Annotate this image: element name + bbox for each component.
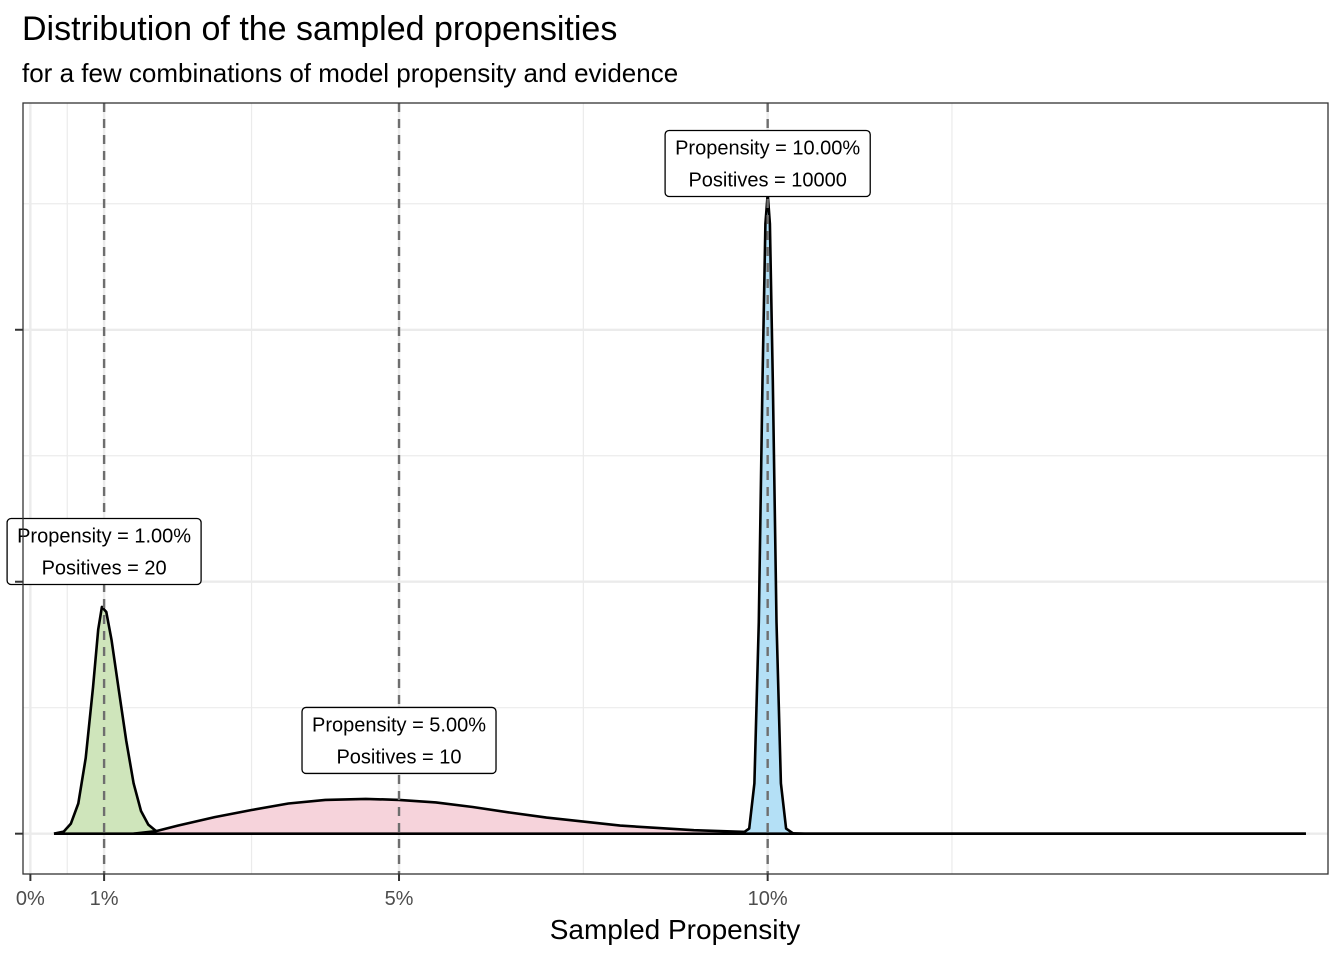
annotation-label: Propensity = 5.00% Positives = 10 (301, 706, 497, 775)
density-curve-1 (53, 605, 167, 835)
chart-subtitle: for a few combinations of model propensi… (22, 58, 678, 88)
x-tick-label: 5% (385, 888, 414, 910)
axes: 0% 1% 5% 10% (15, 328, 788, 910)
annotation-box (664, 129, 871, 198)
annotation-propensity-text: Propensity = 10.00% (675, 137, 860, 159)
density-fill-3 (741, 193, 794, 834)
x-axis-label: Sampled Propensity (550, 914, 801, 945)
annotation-box (301, 706, 497, 775)
annotation-positives-text: Positives = 20 (42, 557, 167, 579)
x-tick-label: 0% (16, 888, 45, 910)
chart-title: Distribution of the sampled propensities (22, 10, 617, 48)
annotation-propensity-text: Propensity = 5.00% (312, 714, 486, 736)
plot-border (22, 102, 1329, 875)
x-tick-label: 10% (748, 888, 788, 910)
plot-background (23, 103, 1328, 874)
annotations: Propensity = 1.00%Positives = 20Propensi… (6, 129, 871, 775)
annotation-positives-text: Positives = 10 (336, 746, 461, 768)
density-fill-2 (133, 798, 1306, 834)
x-tick-label: 1% (90, 888, 119, 910)
annotation-positives-text: Positives = 10000 (688, 169, 846, 191)
annotation-label: Propensity = 10.00% Positives = 10000 (664, 129, 871, 198)
annotation-propensity-text: Propensity = 1.00% (17, 525, 191, 547)
density-fill-1 (54, 606, 167, 834)
annotation-box (6, 517, 202, 586)
annotation-label: Propensity = 1.00% Positives = 20 (6, 517, 202, 586)
